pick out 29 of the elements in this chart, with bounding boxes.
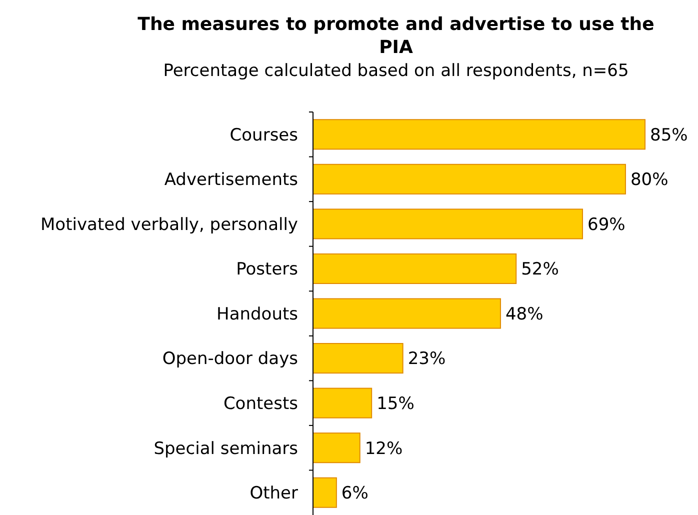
y-tick-label: Courses: [230, 125, 298, 146]
bar: [312, 432, 360, 464]
bar: [312, 253, 517, 284]
y-tick-label: Advertisements: [164, 170, 298, 190]
data-label: 69%: [588, 214, 626, 235]
chart-title: The measures to promote and advertise to use the PIA: [138, 14, 654, 58]
data-label: 12%: [364, 438, 403, 459]
data-label: 52%: [521, 260, 559, 280]
data-label: 6%: [341, 484, 368, 504]
y-tick-label: Contests: [223, 394, 298, 414]
data-label: 15%: [376, 394, 414, 414]
data-label: 80%: [630, 170, 668, 190]
bar: [312, 208, 584, 240]
y-tick-label: Handouts: [216, 304, 298, 324]
y-tick-label: Motivated verbally, personally: [40, 214, 298, 235]
bar: [312, 477, 337, 508]
data-label: 23%: [408, 349, 446, 370]
bar: [312, 119, 646, 150]
bar: [312, 298, 501, 329]
bar: [312, 164, 626, 194]
data-label: 48%: [505, 304, 544, 324]
y-tick-label: Other: [250, 484, 298, 504]
y-tick-label: Open-door days: [162, 349, 298, 370]
y-tick-label: Posters: [236, 260, 298, 280]
y-tick-label: Special seminars: [154, 438, 298, 459]
bar: [312, 388, 372, 418]
bar: [312, 343, 404, 374]
chart-subtitle: Percentage calculated based on all respondents, n=65: [163, 61, 629, 81]
data-label: 85%: [650, 125, 688, 146]
